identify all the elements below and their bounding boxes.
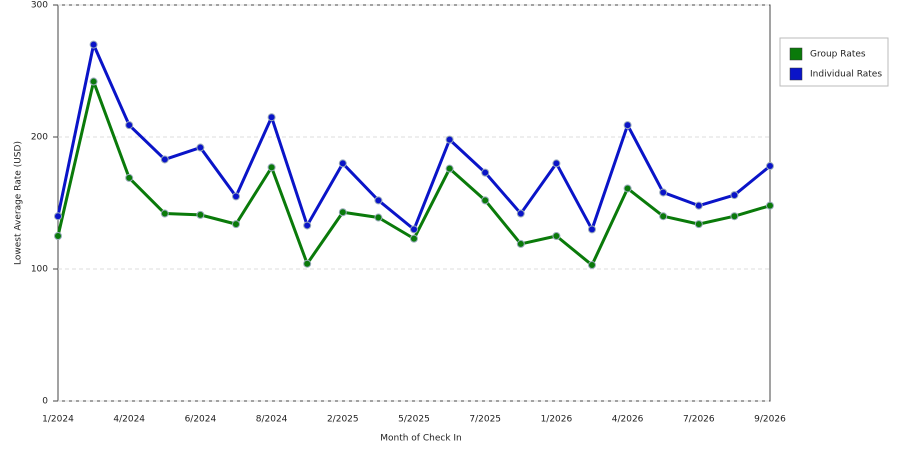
data-point	[766, 201, 774, 210]
legend-swatch	[789, 47, 803, 61]
data-point	[516, 209, 525, 218]
data-point	[160, 155, 169, 164]
legend-swatch	[789, 67, 803, 81]
data-point	[481, 196, 490, 205]
x-tick-label: 1/2024	[42, 415, 74, 425]
data-point	[730, 191, 739, 200]
data-point	[303, 259, 312, 268]
data-point	[232, 192, 240, 201]
data-point	[445, 135, 454, 144]
data-point	[89, 77, 98, 86]
data-point	[125, 173, 134, 182]
data-point	[232, 220, 240, 229]
y-axis-label: Lowest Average Rate (USD)	[14, 141, 24, 265]
data-point	[410, 225, 418, 234]
legend-label: Individual Rates	[810, 70, 882, 80]
data-point	[623, 184, 632, 193]
data-point	[196, 143, 205, 152]
y-tick-label: 300	[31, 1, 48, 11]
data-point	[338, 208, 347, 217]
data-point	[659, 212, 668, 221]
data-point	[374, 213, 383, 222]
data-point	[374, 196, 383, 205]
data-point	[588, 261, 596, 270]
y-tick-label: 0	[42, 397, 48, 407]
data-point	[659, 188, 668, 197]
data-point	[481, 168, 490, 177]
x-tick-label: 7/2026	[683, 415, 715, 425]
x-tick-label: 7/2025	[469, 415, 501, 425]
data-point	[552, 159, 561, 168]
data-point	[623, 121, 632, 130]
data-point	[766, 162, 774, 171]
data-point	[196, 210, 205, 219]
x-axis-label: Month of Check In	[380, 434, 462, 444]
y-tick-label: 100	[31, 265, 48, 275]
data-point	[89, 40, 98, 49]
x-tick-label: 1/2026	[541, 415, 573, 425]
x-tick-label: 6/2024	[185, 415, 217, 425]
data-point	[54, 232, 62, 240]
data-point	[125, 121, 134, 130]
data-point	[267, 113, 276, 122]
data-point	[588, 225, 596, 234]
x-tick-label: 9/2026	[754, 415, 786, 425]
x-tick-label: 4/2024	[113, 415, 145, 425]
x-tick-label: 4/2026	[612, 415, 644, 425]
plot-frame	[57, 4, 771, 402]
data-point	[267, 163, 276, 172]
data-point	[694, 220, 703, 229]
data-point	[445, 164, 454, 173]
data-point	[303, 221, 312, 230]
data-point	[730, 212, 739, 221]
y-tick-label: 200	[31, 133, 48, 143]
data-point	[516, 239, 525, 248]
x-tick-label: 8/2024	[256, 415, 288, 425]
data-point	[552, 232, 561, 240]
data-point	[160, 209, 169, 218]
legend-label: Group Rates	[810, 50, 866, 60]
x-tick-label: 5/2025	[398, 415, 430, 425]
x-tick-label: 2/2025	[327, 415, 359, 425]
data-point	[410, 234, 418, 243]
data-point	[694, 201, 703, 210]
data-point	[54, 212, 62, 221]
data-point	[338, 159, 347, 168]
